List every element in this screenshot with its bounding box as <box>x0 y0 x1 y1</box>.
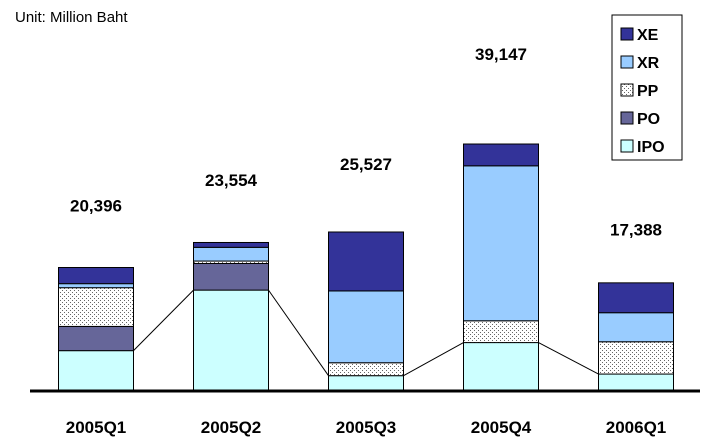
category-label-2005q1: 2005Q1 <box>66 418 127 437</box>
bar-segment-ipo-2005q3 <box>328 375 404 392</box>
labels-layer: 20,396 2005Q1 23,554 2005Q2 25,527 2005Q3 39,1… <box>66 45 667 437</box>
bar-segment-ipo-2005q4 <box>463 342 539 392</box>
total-label-2005q3: 25,527 <box>340 155 392 174</box>
connector-line <box>133 289 194 351</box>
bar-segment-ipo-2005q1 <box>58 350 134 392</box>
total-label-2006q1: 17,388 <box>610 221 662 240</box>
bar-segment-xe-2005q3 <box>328 231 404 292</box>
legend-label-pp: PP <box>637 83 659 100</box>
legend-label-po: PO <box>637 111 660 128</box>
bar-segment-xr-2005q2 <box>193 246 269 262</box>
legend-label-xe: XE <box>637 27 659 44</box>
category-label-2006q1: 2006Q1 <box>606 418 667 437</box>
legend-swatch-ipo <box>620 139 634 153</box>
bar-segment-pp-2005q3 <box>328 362 404 377</box>
bar-segment-xe-2005q1 <box>58 267 134 285</box>
legend: XE XR PP PO IPO <box>611 14 683 161</box>
category-label-2005q4: 2005Q4 <box>471 418 532 437</box>
bar-segment-pp-2005q1 <box>58 287 134 327</box>
bar-segment-xe-2005q2 <box>193 241 269 248</box>
bar-segment-pp-2006q1 <box>598 341 674 375</box>
bar-segment-xe-2006q1 <box>598 282 674 314</box>
legend-label-xr: XR <box>637 55 660 72</box>
total-label-2005q2: 23,554 <box>205 171 258 190</box>
unit-note: Unit: Million Baht <box>15 9 128 26</box>
connector-line <box>268 289 329 376</box>
legend-swatch-po <box>620 111 634 125</box>
bar-segment-xr-2005q1 <box>58 283 134 289</box>
bar-segment-ipo-2006q1 <box>598 373 674 392</box>
legend-label-ipo: IPO <box>637 139 665 156</box>
total-label-2005q1: 20,396 <box>70 196 122 215</box>
category-label-2005q2: 2005Q2 <box>201 418 262 437</box>
bar-segment-xr-2005q3 <box>328 290 404 364</box>
total-label-2005q4: 39,147 <box>475 45 527 64</box>
bar-segment-xe-2005q4 <box>463 143 539 167</box>
connector-line <box>403 342 464 377</box>
legend-swatch-pp <box>620 83 634 97</box>
connector-line <box>538 342 599 375</box>
connector-layer <box>133 289 599 377</box>
bars-layer <box>58 143 674 392</box>
bar-segment-ipo-2005q2 <box>193 289 269 392</box>
bar-segment-po-2005q2 <box>193 262 269 291</box>
bar-segment-pp-2005q4 <box>463 320 539 344</box>
bar-segment-po-2005q1 <box>58 325 134 352</box>
legend-swatch-xe <box>620 27 634 41</box>
category-label-2005q3: 2005Q3 <box>336 418 397 437</box>
bar-segment-xr-2005q4 <box>463 165 539 322</box>
legend-swatch-xr <box>620 55 634 69</box>
bar-segment-xr-2006q1 <box>598 312 674 343</box>
